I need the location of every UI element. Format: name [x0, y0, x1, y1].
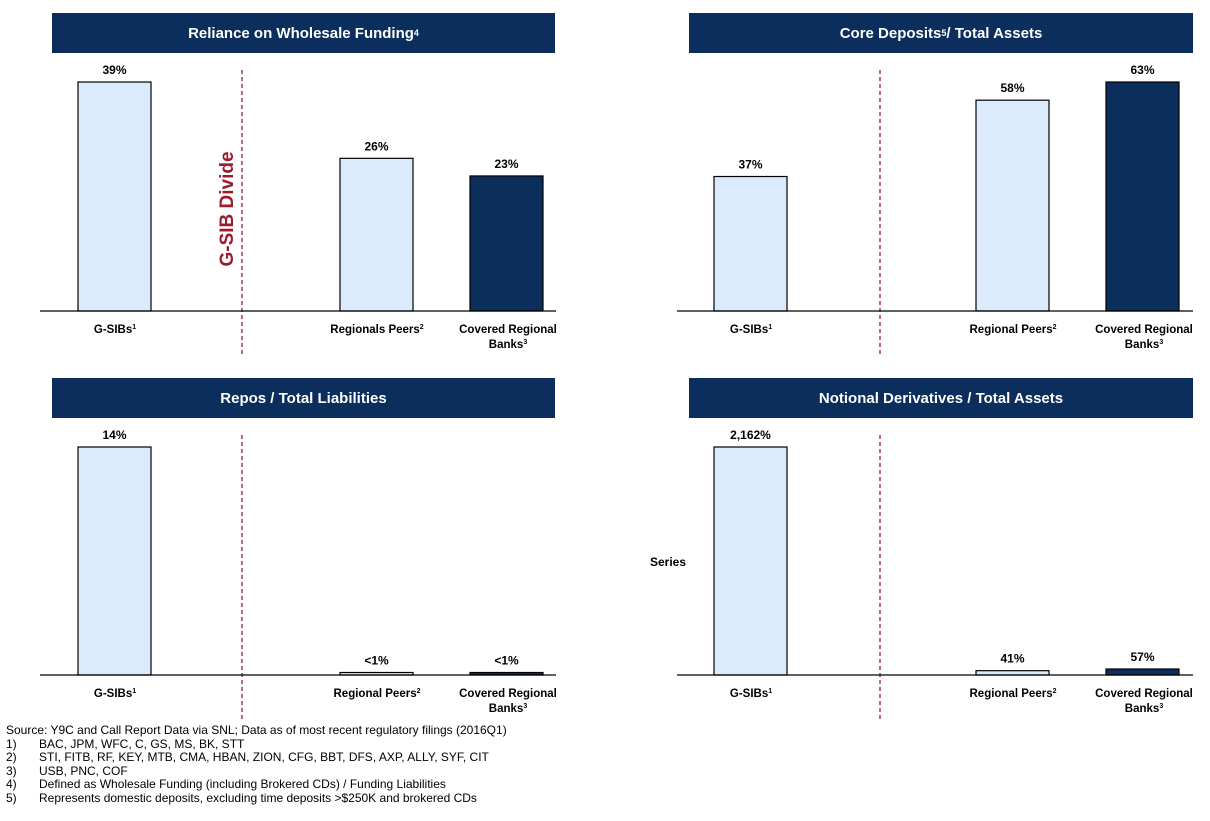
category-label: G-SIBs1: [730, 324, 772, 336]
bar: [713, 446, 788, 676]
data-label: 63%: [1130, 63, 1154, 77]
data-label: 2,162%: [730, 428, 771, 442]
bar: [469, 175, 544, 312]
bar: [77, 81, 152, 312]
category-label: Banks3: [1125, 339, 1164, 351]
chart-title: Notional Derivatives / Total Assets: [689, 378, 1193, 418]
category-label: Regional Peers2: [970, 688, 1057, 700]
category-label: Banks3: [489, 703, 528, 715]
footnote: 5) Represents domestic deposits, excludin…: [6, 790, 477, 805]
category-label: G-SIBs1: [94, 688, 136, 700]
data-label: <1%: [494, 654, 519, 668]
chart-title: Reliance on Wholesale Funding 4: [52, 13, 555, 53]
category-label: Banks3: [489, 339, 528, 351]
data-label: 37%: [738, 158, 762, 172]
data-label: 23%: [494, 157, 518, 171]
chart-title: Core Deposits 5 / Total Assets: [689, 13, 1193, 53]
bar: [975, 99, 1050, 312]
data-label: 26%: [364, 139, 388, 153]
gsib-divide-label: G-SIB Divide: [217, 151, 238, 266]
data-label: 14%: [102, 428, 126, 442]
category-label: Covered Regional: [459, 688, 557, 700]
category-label: G-SIBs1: [94, 324, 136, 336]
category-label: Covered Regional: [459, 324, 557, 336]
category-label: G-SIBs1: [730, 688, 772, 700]
bar: [339, 157, 414, 312]
data-label: 58%: [1000, 81, 1024, 95]
data-label: 57%: [1130, 650, 1154, 664]
source-note: Source: Y9C and Call Report Data via SNL…: [6, 723, 507, 737]
data-label: <1%: [364, 654, 389, 668]
bar: [713, 175, 788, 312]
data-label: 39%: [102, 63, 126, 77]
y-axis-label: Series: [650, 555, 686, 569]
category-label: Banks3: [1125, 703, 1164, 715]
bar: [1105, 668, 1180, 676]
category-label: Covered Regional: [1095, 688, 1193, 700]
footnote: 2) STI, FITB, RF, KEY, MTB, CMA, HBAN, ZI…: [6, 750, 489, 764]
footnote: 3) USB, PNC, COF: [6, 763, 128, 778]
chart-title: Repos / Total Liabilities: [52, 378, 555, 418]
footnote: 4) Defined as Wholesale Funding (includin…: [6, 777, 446, 791]
category-label: Regionals Peers2: [330, 324, 423, 336]
bar: [1105, 81, 1180, 312]
bar: [77, 446, 152, 676]
footnotes: Source: Y9C and Call Report Data via SNL…: [6, 723, 507, 805]
category-label: Regional Peers2: [334, 688, 421, 700]
category-label: Covered Regional: [1095, 324, 1193, 336]
category-label: Regional Peers2: [970, 324, 1057, 336]
footnote: 1) BAC, JPM, WFC, C, GS, MS, BK, STT: [6, 736, 245, 751]
data-label: 41%: [1000, 652, 1024, 666]
